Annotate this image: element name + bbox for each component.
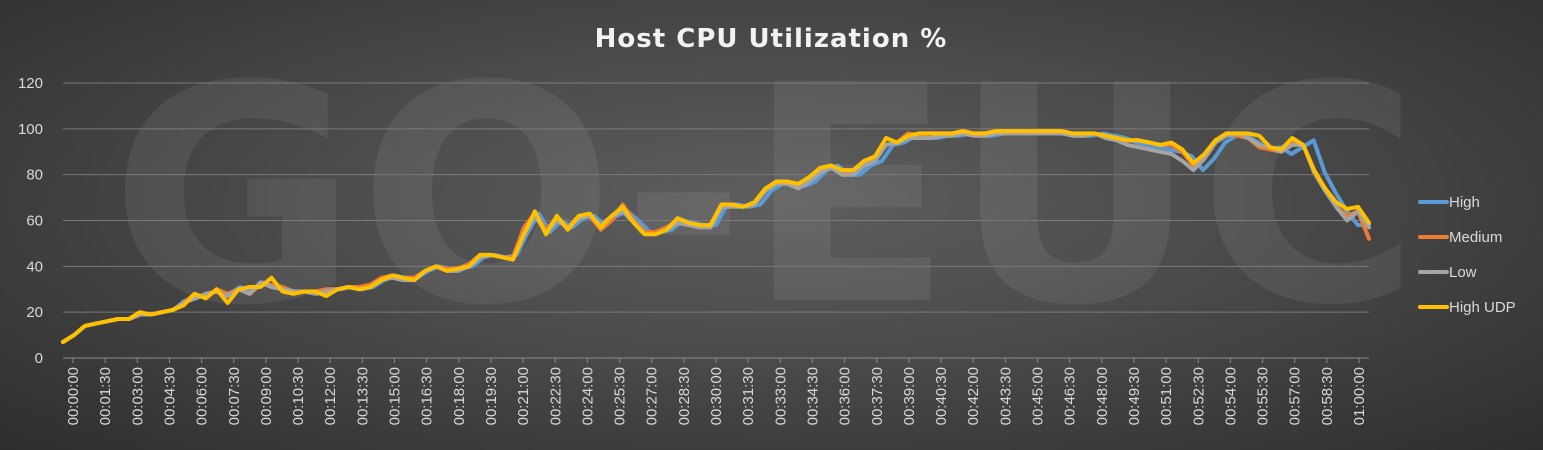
x-tick-label: 00:30:00 <box>708 367 725 425</box>
x-tick-label: 00:09:00 <box>258 367 275 425</box>
x-tick-label: 00:49:30 <box>1126 367 1143 425</box>
x-tick-label: 00:04:30 <box>161 367 178 425</box>
x-tick-label: 00:45:00 <box>1030 367 1047 425</box>
series-lines <box>61 129 1371 344</box>
x-tick-label: 00:13:30 <box>354 367 371 425</box>
x-axis: 00:00:00 00:01:30 00:03:00 00:04:30 00:06:00… <box>63 357 1369 425</box>
x-tick-label: 00:24:00 <box>579 367 596 425</box>
x-tick-label: 01:00:00 <box>1351 367 1368 425</box>
x-tick-label: 00:12:00 <box>322 367 339 425</box>
x-tick-label: 00:31:30 <box>740 367 757 425</box>
y-tick-label: 80 <box>26 167 43 184</box>
x-tick-label: 00:43:30 <box>997 367 1014 425</box>
y-tick-label: 60 <box>26 213 43 230</box>
y-tick-label: 100 <box>18 121 43 138</box>
x-tick-label: 00:36:00 <box>837 367 854 425</box>
x-tick-label: 00:27:00 <box>644 367 661 425</box>
x-tick-label: 00:52:30 <box>1190 367 1207 425</box>
x-tick-label: 00:15:00 <box>387 367 404 425</box>
y-tick-label: 40 <box>26 258 43 275</box>
x-tick-label: 00:18:00 <box>451 367 468 425</box>
x-tick-label: 00:19:30 <box>483 367 500 425</box>
x-tick-label: 00:07:30 <box>226 367 243 425</box>
x-tick-label: 00:25:30 <box>612 367 629 425</box>
legend-label: High <box>1449 194 1480 211</box>
x-tick-label: 00:10:30 <box>290 367 307 425</box>
x-tick-label: 00:37:30 <box>869 367 886 425</box>
x-tick-label: 00:01:30 <box>97 367 114 425</box>
y-axis: 0 20 40 60 80 100 120 <box>18 75 43 367</box>
y-tick-label: 20 <box>26 304 43 321</box>
x-tick-label: 00:16:30 <box>419 367 436 425</box>
x-tick-label: 00:22:30 <box>547 367 564 425</box>
x-tick-label: 00:57:00 <box>1287 367 1304 425</box>
x-tick-label: 00:42:00 <box>965 367 982 425</box>
x-tick-label: 00:06:00 <box>194 367 211 425</box>
y-tick-label: 120 <box>18 75 43 92</box>
x-tick-label: 00:58:30 <box>1319 367 1336 425</box>
x-tick-label: 00:48:00 <box>1094 367 1111 425</box>
x-tick-label: 00:28:30 <box>676 367 693 425</box>
y-tick-label: 0 <box>35 350 43 367</box>
legend-label: High UDP <box>1449 299 1516 316</box>
legend: High Medium Low High UDP <box>1418 194 1516 316</box>
chart-title: Host CPU Utilization % <box>595 24 948 54</box>
x-tick-label: 00:03:00 <box>129 367 146 425</box>
x-tick-label: 00:46:30 <box>1062 367 1079 425</box>
x-tick-label: 00:55:30 <box>1255 367 1272 425</box>
x-tick-label: 00:33:00 <box>772 367 789 425</box>
x-tick-label: 00:40:30 <box>933 367 950 425</box>
legend-label: Low <box>1449 264 1477 281</box>
x-tick-label: 00:00:00 <box>65 367 82 425</box>
series-line-high-udp <box>61 129 1371 344</box>
x-tick-label: 00:34:30 <box>804 367 821 425</box>
x-tick-label: 00:51:00 <box>1158 367 1175 425</box>
x-tick-label: 00:39:00 <box>901 367 918 425</box>
legend-label: Medium <box>1449 229 1502 246</box>
x-tick-label: 00:54:00 <box>1222 367 1239 425</box>
x-tick-label: 00:21:00 <box>515 367 532 425</box>
